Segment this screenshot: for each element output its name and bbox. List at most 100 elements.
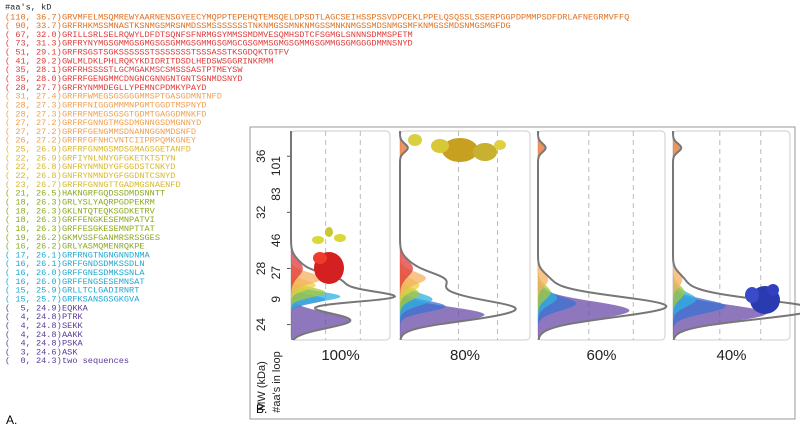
row-sequence: PTRK (62, 312, 83, 322)
row-sequence: SEKK (62, 321, 83, 331)
density-peak (538, 131, 577, 340)
row-stats: ( 35, 28.1) (5, 65, 62, 75)
row-stats: ( 41, 29.2) (5, 56, 62, 66)
row-sequence: GKLNTQTEQKSGDKETRV (62, 206, 156, 216)
row-stats: ( 18, 26.3) (5, 206, 62, 216)
structure-80 (408, 134, 506, 162)
y-axis-title: MW (kDa) (256, 361, 268, 411)
row-stats: ( 25, 26.9) (5, 145, 62, 155)
row-sequence: ASK (62, 347, 78, 357)
row-stats: ( 51, 29.1) (5, 48, 62, 58)
row-sequence: two sequences (62, 356, 129, 366)
panel-b-frame (249, 126, 796, 420)
row-sequence: GNFRYNMNDYGFGGDNTCSNYD (62, 171, 175, 181)
row-sequence: GRFRFGENGMMCDNGNCGNNGNTGNTSGNMDSNYD (62, 74, 243, 84)
row-stats: ( 22, 26.9) (5, 153, 62, 163)
density-peak (538, 131, 549, 340)
density-outline (672, 130, 800, 341)
row-stats: ( 4, 24.8) (5, 330, 62, 340)
row-sequence: GRFRHSSSSTLGCMGAKMSCSMSSSASTPTMEYSW (62, 65, 243, 75)
row-stats: ( 73, 31.3) (5, 39, 62, 49)
row-stats: ( 4, 24.8) (5, 321, 62, 331)
y2-tick-label: 27 (269, 266, 283, 280)
row-sequence: GRFRFGNNGTTGADMGSNAENFD (62, 180, 181, 190)
x-axis-label: 80% (450, 347, 480, 364)
row-stats: ( 18, 26.3) (5, 224, 62, 234)
row-stats: ( 17, 26.1) (5, 250, 62, 260)
row-stats: ( 16, 26.0) (5, 268, 62, 278)
density-peak (673, 131, 726, 340)
row-sequence: GRFKSANSGSGKGVA (62, 295, 140, 305)
row-sequence: GRFRFWMEGSGSGGGMMSPTGASGDMNTNFD (62, 92, 222, 102)
density-outline (290, 131, 397, 341)
row-sequence: GRFFENGSESEMNSAT (62, 277, 145, 287)
row-sequence: GRFRFGENGMMSDNANNGGNMDSNFD (62, 127, 196, 137)
row-sequence: GRFFGNDSDMKSSDLN (62, 259, 145, 269)
row-sequence: HAKNGRFGQDSSDMDSNNTT (62, 189, 165, 199)
row-sequence: AAKK (62, 330, 83, 340)
density-peak (291, 131, 341, 340)
row-sequence: GRFRFGFNHCVNTCIIPRPQMKGNEY (62, 136, 196, 146)
structure-100 (312, 227, 346, 284)
row-stats: ( 27, 27.2) (5, 118, 62, 128)
y-tick-label: 28 (254, 261, 268, 275)
sequence-list: (110, 36.7) GRVMFELMSQMREWYAARNENSGYEECYM… (5, 12, 629, 366)
row-sequence: GRFRFGNMGSMDSGMAGSGETANFD (62, 145, 191, 155)
y2-tick-label: 46 (269, 233, 283, 247)
row-stats: ( 18, 26.3) (5, 215, 62, 225)
row-stats: ( 35, 28.0) (5, 74, 62, 84)
density-peak (673, 131, 683, 340)
density-outline (537, 130, 668, 341)
row-stats: ( 15, 25.7) (5, 295, 62, 305)
row-sequence: GRLLTCLGADIRNRT (62, 286, 139, 296)
row-sequence: GRFRYNMMDEGLLYPEMNCPDMKYPAYD (62, 83, 206, 93)
row-stats: ( 28, 27.3) (5, 100, 62, 110)
row-stats: (110, 36.7) (5, 12, 62, 22)
row-sequence: GRFFESGKESEMNPTTAT (62, 224, 155, 234)
panel-a-label: A. (6, 413, 17, 427)
row-stats: ( 28, 27.3) (5, 109, 62, 119)
row-stats: ( 4, 24.8) (5, 339, 62, 349)
density-outline (399, 130, 517, 341)
row-sequence: GKMVSSFGANMRSRSSGES (62, 233, 160, 243)
row-stats: ( 4, 24.8) (5, 312, 62, 322)
y-tick-label: 36 (254, 149, 268, 163)
row-sequence: GRLYASMQMENRQKPE (62, 242, 145, 252)
row-sequence: GRFRFNIGGGMMMNPGMTGGDTMSPNYD (62, 100, 206, 110)
density-peak (400, 131, 433, 340)
structure-40 (745, 284, 780, 314)
density-peak (538, 131, 630, 340)
y2-tick-label: 101 (269, 156, 283, 176)
density-peak (400, 131, 485, 340)
row-sequence: GRFRFGNNGTMGSDMGNNGSDMGNNYD (62, 118, 201, 128)
row-stats: ( 15, 25.9) (5, 286, 62, 296)
y-tick-label: 24 (254, 318, 268, 332)
row-stats: ( 90, 33.7) (5, 21, 62, 31)
row-sequence: GWLMLDKLPHLRQKYKDIDRITDSDLHEDSWSGGRINKRM… (62, 56, 273, 66)
y2-tick-label: 83 (269, 187, 283, 201)
row-stats: ( 19, 26.2) (5, 233, 62, 243)
row-sequence: GRLYSLYAQRPGDPEKRM (62, 197, 155, 207)
row-sequence: GRFFGNESDMKSSNLA (62, 268, 145, 278)
density-peak (538, 131, 546, 340)
row-stats: ( 3, 24.6) (5, 347, 62, 357)
row-stats: ( 28, 27.7) (5, 83, 62, 93)
x-axis-label: 100% (321, 347, 359, 364)
x-axis-label: 60% (586, 347, 616, 364)
row-sequence: GRFIYNLNNYGFGKETKTSTYN (62, 153, 175, 163)
row-sequence: EQKKA (62, 303, 89, 313)
row-stats: ( 22, 26.8) (5, 162, 62, 172)
row-sequence: PSKA (62, 339, 83, 349)
density-peak (291, 131, 351, 340)
row-sequence: GRFRHKMSSMNASTKSNMGSMRSNMDSSMSSSSSSSTNKN… (62, 21, 511, 31)
row-stats: ( 67, 32.0) (5, 30, 62, 40)
row-stats: ( 31, 27.4) (5, 92, 62, 102)
list-header: #aa's, kD (5, 2, 51, 12)
row-sequence: GRFRNGTNGNGNNDNMA (62, 250, 151, 260)
row-stats: ( 16, 26.2) (5, 242, 62, 252)
density-peak (400, 131, 426, 340)
row-stats: ( 23, 26.7) (5, 180, 62, 190)
y2-axis-title: #aa's in loop (271, 351, 283, 412)
density-peak (400, 131, 408, 340)
row-sequence: GRFRYNYMGSGMMGSGMGSGSGMMGSGMMGSGMGCGSGMM… (62, 39, 413, 49)
